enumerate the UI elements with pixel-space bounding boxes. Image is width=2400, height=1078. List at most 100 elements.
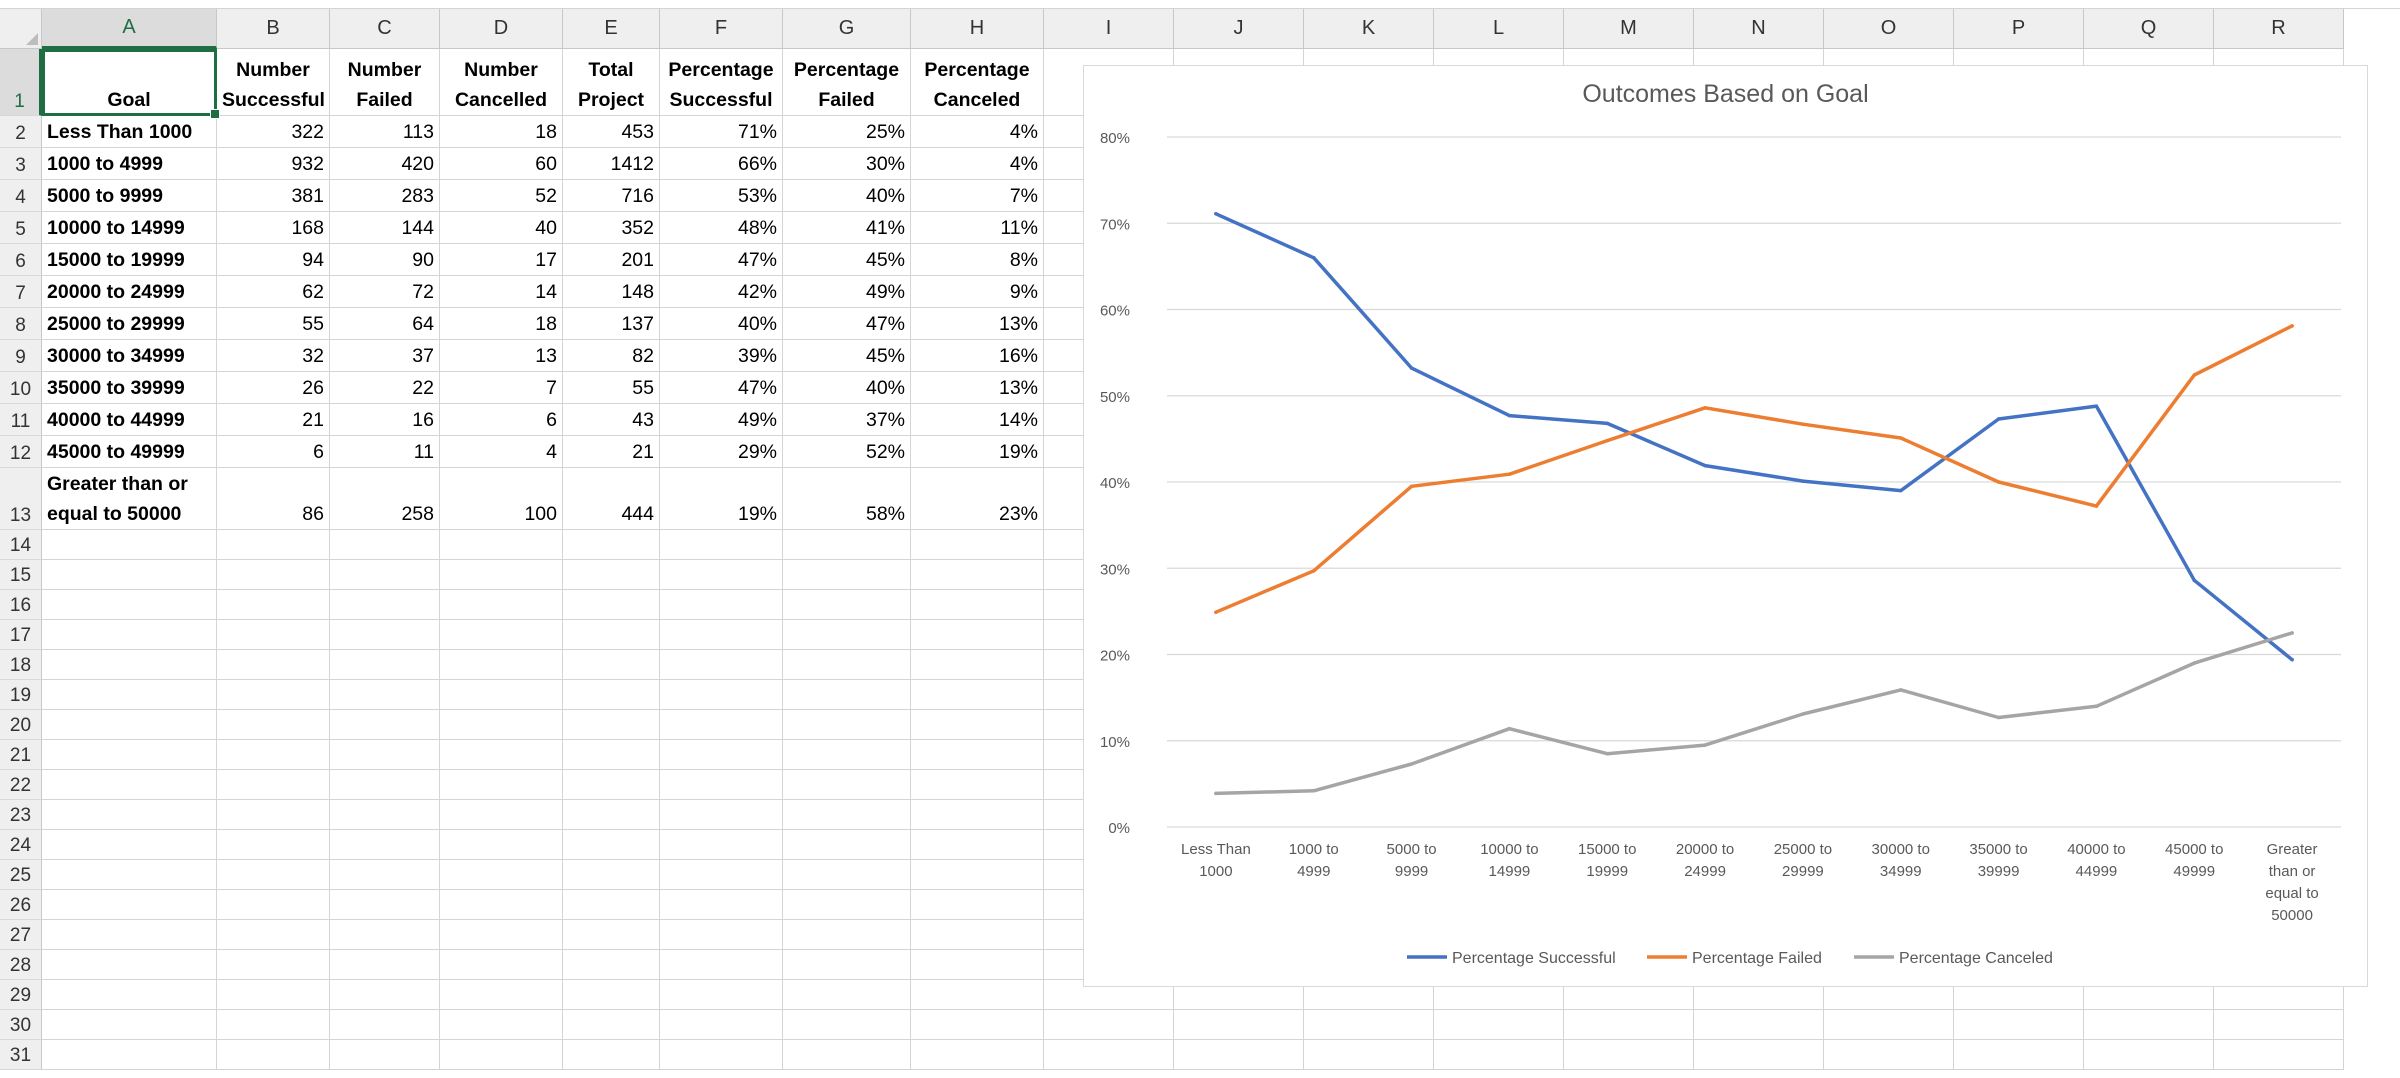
value-cell-f[interactable]: 29%: [660, 436, 783, 468]
empty-cell[interactable]: [660, 1010, 783, 1040]
empty-cell[interactable]: [42, 620, 217, 650]
empty-cell[interactable]: [783, 650, 911, 680]
column-header-m[interactable]: M: [1564, 9, 1694, 49]
empty-cell[interactable]: [911, 680, 1044, 710]
goal-cell[interactable]: 45000 to 49999: [42, 436, 217, 468]
empty-cell[interactable]: [440, 890, 563, 920]
empty-cell[interactable]: [563, 560, 660, 590]
value-cell-e[interactable]: 148: [563, 276, 660, 308]
value-cell-g[interactable]: 52%: [783, 436, 911, 468]
value-cell-f[interactable]: 40%: [660, 308, 783, 340]
value-cell-d[interactable]: 18: [440, 308, 563, 340]
empty-cell[interactable]: [911, 710, 1044, 740]
empty-cell[interactable]: [217, 710, 330, 740]
row-header-20[interactable]: 20: [0, 710, 42, 740]
value-cell-g[interactable]: 25%: [783, 116, 911, 148]
value-cell-c[interactable]: 420: [330, 148, 440, 180]
column-header-l[interactable]: L: [1434, 9, 1564, 49]
empty-cell[interactable]: [660, 740, 783, 770]
empty-cell[interactable]: [42, 650, 217, 680]
value-cell-b[interactable]: 86: [217, 468, 330, 530]
empty-cell[interactable]: [1694, 1010, 1824, 1040]
row-header-18[interactable]: 18: [0, 650, 42, 680]
empty-cell[interactable]: [783, 1040, 911, 1070]
empty-cell[interactable]: [330, 800, 440, 830]
empty-cell[interactable]: [783, 590, 911, 620]
header-cell-a[interactable]: Goal: [42, 49, 217, 116]
empty-cell[interactable]: [1434, 1040, 1564, 1070]
empty-cell[interactable]: [330, 770, 440, 800]
empty-cell[interactable]: [42, 590, 217, 620]
goal-cell[interactable]: 40000 to 44999: [42, 404, 217, 436]
empty-cell[interactable]: [42, 1010, 217, 1040]
empty-cell[interactable]: [660, 770, 783, 800]
row-header-22[interactable]: 22: [0, 770, 42, 800]
value-cell-b[interactable]: 26: [217, 372, 330, 404]
empty-cell[interactable]: [1954, 1010, 2084, 1040]
empty-cell[interactable]: [911, 800, 1044, 830]
empty-cell[interactable]: [783, 800, 911, 830]
column-header-e[interactable]: E: [563, 9, 660, 49]
value-cell-b[interactable]: 55: [217, 308, 330, 340]
value-cell-c[interactable]: 16: [330, 404, 440, 436]
value-cell-f[interactable]: 66%: [660, 148, 783, 180]
empty-cell[interactable]: [217, 590, 330, 620]
header-cell-d[interactable]: Number Cancelled: [440, 49, 563, 116]
value-cell-b[interactable]: 21: [217, 404, 330, 436]
empty-cell[interactable]: [42, 950, 217, 980]
column-header-h[interactable]: H: [911, 9, 1044, 49]
empty-cell[interactable]: [660, 920, 783, 950]
empty-cell[interactable]: [1824, 1010, 1954, 1040]
row-header-14[interactable]: 14: [0, 530, 42, 560]
value-cell-c[interactable]: 37: [330, 340, 440, 372]
empty-cell[interactable]: [1694, 980, 1824, 1010]
empty-cell[interactable]: [563, 950, 660, 980]
row-header-3[interactable]: 3: [0, 148, 42, 180]
empty-cell[interactable]: [660, 620, 783, 650]
empty-cell[interactable]: [42, 800, 217, 830]
empty-cell[interactable]: [330, 1010, 440, 1040]
empty-cell[interactable]: [42, 890, 217, 920]
empty-cell[interactable]: [42, 560, 217, 590]
empty-cell[interactable]: [911, 770, 1044, 800]
value-cell-b[interactable]: 32: [217, 340, 330, 372]
value-cell-e[interactable]: 352: [563, 212, 660, 244]
column-header-o[interactable]: O: [1824, 9, 1954, 49]
row-header-15[interactable]: 15: [0, 560, 42, 590]
empty-cell[interactable]: [217, 560, 330, 590]
empty-cell[interactable]: [783, 770, 911, 800]
value-cell-b[interactable]: 6: [217, 436, 330, 468]
value-cell-b[interactable]: 932: [217, 148, 330, 180]
row-header-4[interactable]: 4: [0, 180, 42, 212]
empty-cell[interactable]: [217, 830, 330, 860]
empty-cell[interactable]: [440, 950, 563, 980]
empty-cell[interactable]: [783, 620, 911, 650]
column-header-q[interactable]: Q: [2084, 9, 2214, 49]
row-header-9[interactable]: 9: [0, 340, 42, 372]
empty-cell[interactable]: [440, 710, 563, 740]
row-header-17[interactable]: 17: [0, 620, 42, 650]
row-header-24[interactable]: 24: [0, 830, 42, 860]
value-cell-f[interactable]: 47%: [660, 244, 783, 276]
empty-cell[interactable]: [440, 680, 563, 710]
empty-cell[interactable]: [440, 800, 563, 830]
goal-cell[interactable]: Greater than or equal to 50000: [42, 468, 217, 530]
empty-cell[interactable]: [330, 950, 440, 980]
empty-cell[interactable]: [217, 920, 330, 950]
empty-cell[interactable]: [42, 1040, 217, 1070]
value-cell-b[interactable]: 94: [217, 244, 330, 276]
empty-cell[interactable]: [563, 680, 660, 710]
empty-cell[interactable]: [1174, 1010, 1304, 1040]
value-cell-h[interactable]: 14%: [911, 404, 1044, 436]
empty-cell[interactable]: [2214, 1010, 2344, 1040]
value-cell-g[interactable]: 45%: [783, 244, 911, 276]
empty-cell[interactable]: [440, 860, 563, 890]
value-cell-c[interactable]: 144: [330, 212, 440, 244]
empty-cell[interactable]: [330, 680, 440, 710]
value-cell-d[interactable]: 6: [440, 404, 563, 436]
value-cell-f[interactable]: 49%: [660, 404, 783, 436]
value-cell-h[interactable]: 11%: [911, 212, 1044, 244]
value-cell-g[interactable]: 47%: [783, 308, 911, 340]
empty-cell[interactable]: [563, 830, 660, 860]
empty-cell[interactable]: [217, 980, 330, 1010]
